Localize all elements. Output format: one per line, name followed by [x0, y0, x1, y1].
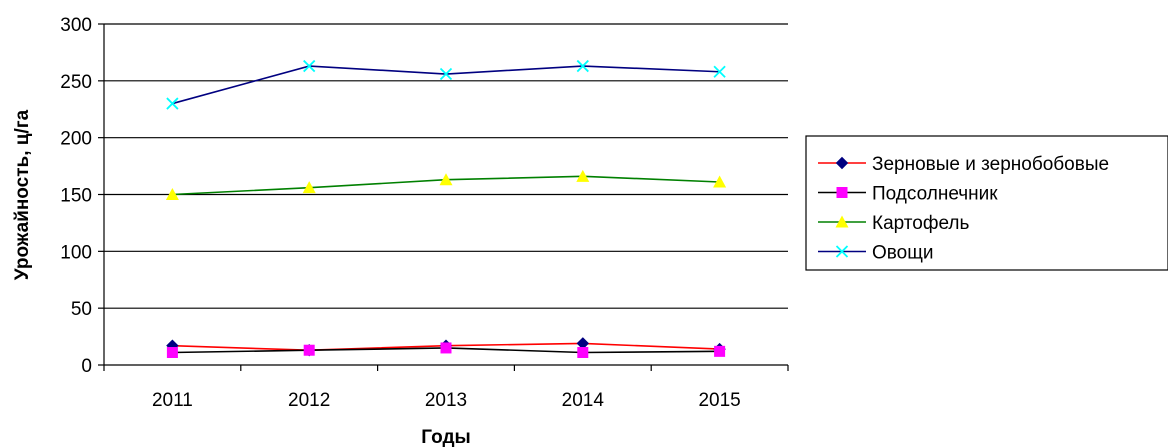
data-point-2-4: [713, 175, 727, 188]
legend-label-2: Картофель: [872, 213, 969, 234]
data-point-1-4: [714, 345, 726, 357]
data-point-2-1: [302, 181, 316, 194]
y-tick-label-150: 150: [60, 186, 92, 207]
data-point-3-2: [439, 67, 453, 81]
y-tick-label-250: 250: [60, 72, 92, 93]
series-1: [166, 342, 726, 358]
y-tick-label-50: 50: [71, 299, 92, 320]
legend-item-2: Картофель: [818, 213, 969, 234]
data-point-1-1: [303, 344, 315, 356]
data-point-2-3: [576, 169, 590, 182]
x-tick-label-2013: 2013: [425, 390, 467, 411]
y-tick-label-0: 0: [81, 356, 92, 377]
legend-label-3: Овощи: [872, 243, 933, 264]
data-point-1-0: [166, 346, 178, 358]
legend-item-3: Овощи: [818, 243, 933, 264]
legend-label-0: Зерновые и зернобобовые: [872, 154, 1109, 175]
x-axis-title: Годы: [421, 427, 470, 448]
data-point-2-0: [165, 188, 179, 200]
legend-marker-3: [835, 245, 849, 258]
data-point-3-4: [713, 65, 726, 78]
legend-marker-1: [836, 187, 848, 198]
data-point-3-1: [303, 59, 316, 73]
data-point-2-2: [439, 173, 453, 186]
x-tick-label-2012: 2012: [288, 390, 330, 411]
series-line-3: [172, 65, 720, 105]
axis-layer: 0 50 100 150 200 250 300 2011 2012 2013 2014 2015: [60, 15, 789, 411]
legend-marker-0: [835, 156, 849, 170]
grid-layer: [104, 23, 788, 309]
data-point-1-2: [440, 342, 452, 354]
x-tick-label-2011: 2011: [152, 390, 193, 411]
y-tick-label-300: 300: [60, 15, 92, 36]
data-point-1-3: [577, 346, 589, 358]
series-3: [166, 59, 726, 110]
x-tick-label-2014: 2014: [562, 390, 605, 411]
data-point-3-0: [166, 97, 179, 110]
series-layer: [165, 59, 727, 358]
legend-item-1: Подсолнечник: [818, 184, 998, 205]
legend-item-0: Зерновые и зернобобовые: [818, 154, 1109, 175]
series-2: [165, 169, 727, 200]
legend-label-1: Подсолнечник: [872, 184, 998, 205]
x-tick-label-2015: 2015: [698, 390, 740, 411]
data-point-3-3: [576, 59, 589, 73]
y-axis-title: Урожайность, ц/га: [12, 109, 33, 280]
legend-marker-2: [835, 215, 849, 228]
y-tick-label-100: 100: [60, 242, 92, 263]
legend: Зерновые и зернобобовые Подсолнечник Карто…: [805, 135, 1168, 271]
y-tick-label-200: 200: [60, 129, 92, 150]
legend-box: [805, 135, 1168, 271]
